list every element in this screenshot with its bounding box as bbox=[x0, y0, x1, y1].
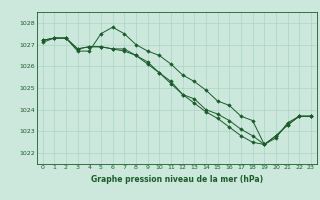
X-axis label: Graphe pression niveau de la mer (hPa): Graphe pression niveau de la mer (hPa) bbox=[91, 175, 263, 184]
